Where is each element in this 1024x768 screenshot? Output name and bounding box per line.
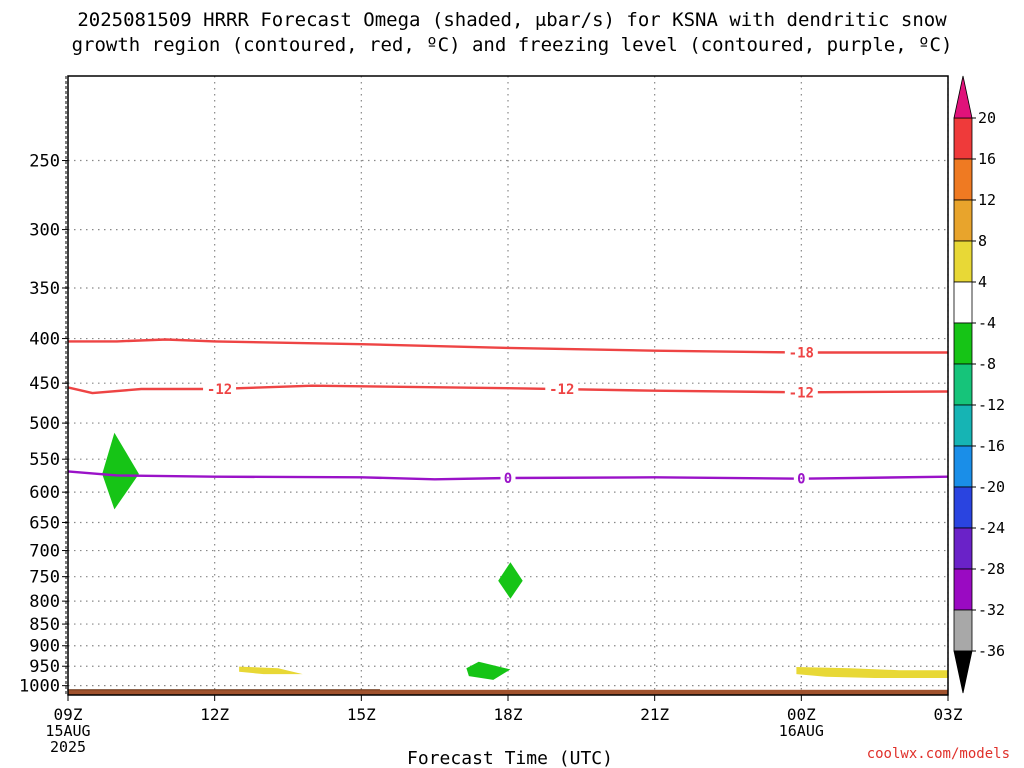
contour-label: 0 xyxy=(504,471,512,487)
y-tick-label: 300 xyxy=(29,221,60,241)
y-tick-label: 400 xyxy=(29,330,60,350)
colorbar-segment xyxy=(953,609,973,652)
y-tick-label: 450 xyxy=(29,374,60,394)
colorbar-label: -20 xyxy=(978,478,1005,496)
x-tick-label: 18Z xyxy=(494,705,523,724)
contour-label: -12 xyxy=(789,385,814,401)
y-tick-label: 950 xyxy=(29,657,60,677)
contour-line-1 xyxy=(67,384,949,395)
y-tick-label: 700 xyxy=(29,542,60,562)
colorbar-segment xyxy=(953,404,973,447)
colorbar-label: 4 xyxy=(978,273,987,291)
y-axis-ticks: 2503003504004505005506006507007508008509… xyxy=(19,152,68,697)
contour-label: 0 xyxy=(797,472,805,488)
omega-shading xyxy=(102,432,948,680)
y-tick-label: 350 xyxy=(29,279,60,299)
colorbar-bottom-arrow xyxy=(953,650,973,694)
y-tick-label: 500 xyxy=(29,414,60,434)
x-tick-label: 21Z xyxy=(640,705,669,724)
site-credit[interactable]: coolwx.com/models xyxy=(866,746,1010,762)
contour-label: -12 xyxy=(207,382,232,398)
contour-label-bg xyxy=(784,384,818,401)
colorbar-segment xyxy=(953,322,973,365)
y-tick-label: 600 xyxy=(29,483,60,503)
y-tick-label: 550 xyxy=(29,450,60,470)
colorbar-label: -4 xyxy=(978,314,996,332)
x-tick-label: 09Z xyxy=(54,705,83,724)
colorbar-segment xyxy=(953,527,973,570)
colorbar-label: -12 xyxy=(978,396,1005,414)
terrain-layer xyxy=(68,689,948,695)
colorbar-label: -16 xyxy=(978,437,1005,455)
contour-label-bg xyxy=(545,381,579,398)
colorbar-label: -28 xyxy=(978,560,1005,578)
colorbar-label: 20 xyxy=(978,109,996,127)
y-tick-label: 250 xyxy=(29,152,60,172)
omega-region-0 xyxy=(102,432,139,510)
chart-title-line1: 2025081509 HRRR Forecast Omega (shaded, … xyxy=(77,9,947,31)
grid-lines xyxy=(67,76,949,695)
x-tick-label: 03Z xyxy=(934,705,963,724)
contour-lines: -18 -12 -12 -12 0 0 xyxy=(67,338,949,488)
y-tick-label: 650 xyxy=(29,513,60,533)
colorbar-label: 12 xyxy=(978,191,996,209)
x-tick-sublabel: 2025 xyxy=(50,738,86,756)
colorbar: 20 16 12 8 4 -4 -8 -12 -16 -20 -24 -28 -32 -36 xyxy=(953,75,1005,694)
contour-label-bg xyxy=(500,469,516,486)
colorbar-label: 8 xyxy=(978,232,987,250)
chart-title-line2: growth region (contoured, red, ºC) and f… xyxy=(71,34,953,56)
colorbar-top-arrow xyxy=(953,75,973,119)
contour-line-0 xyxy=(68,338,948,354)
terrain-surface xyxy=(68,689,948,695)
colorbar-segment xyxy=(953,158,973,201)
omega-region-2 xyxy=(466,661,511,680)
colorbar-label: -24 xyxy=(978,519,1005,537)
contour-label: -12 xyxy=(549,382,574,398)
colorbar-label: -32 xyxy=(978,601,1005,619)
colorbar-segment xyxy=(953,486,973,529)
colorbar-segment xyxy=(953,281,973,324)
omega-region-4 xyxy=(796,667,948,678)
x-tick-label: 12Z xyxy=(200,705,229,724)
colorbar-label: 16 xyxy=(978,150,996,168)
colorbar-segment xyxy=(953,568,973,611)
x-tick-label: 00Z xyxy=(787,705,816,724)
colorbar-segment xyxy=(953,117,973,160)
contour-label-bg xyxy=(784,344,818,361)
y-tick-label: 800 xyxy=(29,592,60,612)
y-tick-label: 900 xyxy=(29,637,60,657)
contour-label-bg xyxy=(793,470,809,487)
chart-title: 2025081509 HRRR Forecast Omega (shaded, … xyxy=(0,8,1024,58)
y-tick-label: 750 xyxy=(29,568,60,588)
y-tick-label: 850 xyxy=(29,615,60,635)
colorbar-label: -36 xyxy=(978,642,1005,660)
omega-region-1 xyxy=(498,562,523,599)
x-tick-label: 15Z xyxy=(347,705,376,724)
colorbar-segment xyxy=(953,363,973,406)
colorbar-segment xyxy=(953,445,973,488)
contour-label-bg xyxy=(203,380,237,397)
colorbar-segment xyxy=(953,240,973,283)
omega-region-3 xyxy=(239,666,303,675)
x-axis-label: Forecast Time (UTC) xyxy=(407,748,613,768)
x-tick-sublabel: 16AUG xyxy=(779,722,824,740)
y-tick-label: 1000 xyxy=(19,677,60,697)
colorbar-label: -8 xyxy=(978,355,996,373)
x-tick-sublabel: 15AUG xyxy=(45,722,90,740)
contour-label: -18 xyxy=(789,346,814,362)
contour-line-2 xyxy=(67,470,949,481)
colorbar-segment xyxy=(953,199,973,242)
